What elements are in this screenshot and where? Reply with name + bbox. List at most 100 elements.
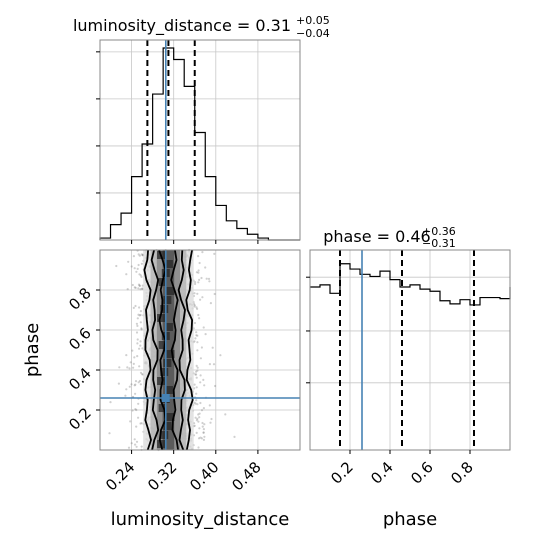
sample-point (136, 342, 139, 345)
sample-point (199, 357, 202, 360)
sample-point (197, 313, 200, 317)
sample-point (137, 416, 140, 419)
sample-point (140, 422, 143, 425)
sample-point (199, 436, 202, 439)
contour-line (185, 249, 194, 451)
sample-point (135, 322, 138, 325)
sample-point (194, 373, 197, 376)
sample-point (139, 340, 142, 343)
sample-point (138, 284, 141, 287)
sample-point (201, 425, 204, 428)
sample-point (200, 409, 204, 412)
density-cell (163, 296, 172, 304)
sample-point (135, 440, 139, 443)
sample-point (202, 378, 205, 381)
sample-point (193, 305, 196, 308)
sample-point (140, 275, 143, 278)
sample-point (197, 446, 200, 449)
sample-point (118, 366, 121, 369)
sample-point (141, 287, 144, 290)
sample-point (193, 340, 196, 343)
sample-point (139, 288, 142, 291)
sample-point (132, 306, 135, 309)
sample-point (139, 313, 142, 317)
title-luminosity-distance-upper: +0.05 (296, 14, 330, 27)
sample-point (201, 251, 204, 254)
sample-point (193, 383, 196, 386)
sample-point (137, 402, 140, 405)
sample-point (136, 317, 139, 320)
sample-point (127, 260, 130, 263)
density-cell (160, 431, 169, 439)
sample-point (139, 310, 142, 313)
sample-point (117, 382, 120, 385)
sample-point (197, 437, 201, 440)
sample-point (141, 373, 144, 376)
sample-point (195, 271, 198, 274)
sample-point (129, 420, 132, 423)
sample-point (138, 347, 141, 350)
sample-point (131, 349, 134, 352)
sample-point (201, 421, 204, 425)
sample-point (139, 344, 142, 347)
sample-point (212, 363, 216, 366)
x-axis-title-phase: phase (383, 509, 437, 530)
sample-point (209, 302, 212, 305)
sample-point (140, 328, 143, 331)
density-cell (164, 260, 173, 268)
sample-point (199, 381, 202, 384)
sample-point (133, 384, 136, 387)
sample-point (208, 363, 211, 366)
sample-point (195, 376, 198, 379)
sample-point (219, 354, 222, 357)
density-cell (158, 404, 167, 412)
sample-point (194, 337, 197, 340)
sample-point (196, 417, 199, 420)
sample-point (137, 263, 140, 267)
sample-point (202, 431, 205, 434)
sample-point (132, 362, 135, 365)
sample-point (196, 403, 199, 406)
sample-point (204, 333, 207, 336)
title-phase-upper: +0.36 (422, 225, 456, 238)
sample-point (134, 286, 137, 289)
sample-point (202, 438, 205, 441)
sample-point (133, 267, 136, 270)
sample-point (125, 273, 128, 276)
sample-point (211, 346, 214, 349)
sample-point (194, 402, 197, 405)
density-cell (160, 305, 169, 313)
sample-point (132, 255, 135, 258)
sample-point (197, 413, 200, 416)
sample-point (200, 346, 203, 349)
sample-point (108, 432, 111, 435)
x-axis-title-luminosity-distance: luminosity_distance (111, 509, 290, 530)
sample-point (193, 401, 196, 404)
sample-point (133, 356, 136, 359)
sample-point (197, 420, 200, 423)
sample-point (137, 283, 141, 286)
sample-point (203, 384, 206, 387)
sample-point (195, 331, 198, 334)
sample-point (128, 385, 131, 388)
sample-point (139, 274, 142, 277)
sample-point (139, 321, 142, 324)
truth-marker (161, 394, 170, 402)
sample-point (139, 383, 142, 386)
sample-point (134, 383, 137, 386)
sample-point (205, 277, 208, 280)
sample-point (125, 354, 128, 357)
sample-point (137, 253, 140, 256)
contour-line (170, 249, 179, 451)
sample-point (204, 266, 207, 269)
sample-point (135, 270, 138, 273)
sample-point (194, 282, 197, 286)
sample-point (198, 427, 201, 430)
sample-point (130, 265, 133, 268)
sample-point (138, 254, 141, 257)
sample-point (197, 269, 200, 272)
sample-point (193, 292, 196, 295)
sample-point (195, 419, 198, 422)
sample-point (130, 442, 133, 445)
